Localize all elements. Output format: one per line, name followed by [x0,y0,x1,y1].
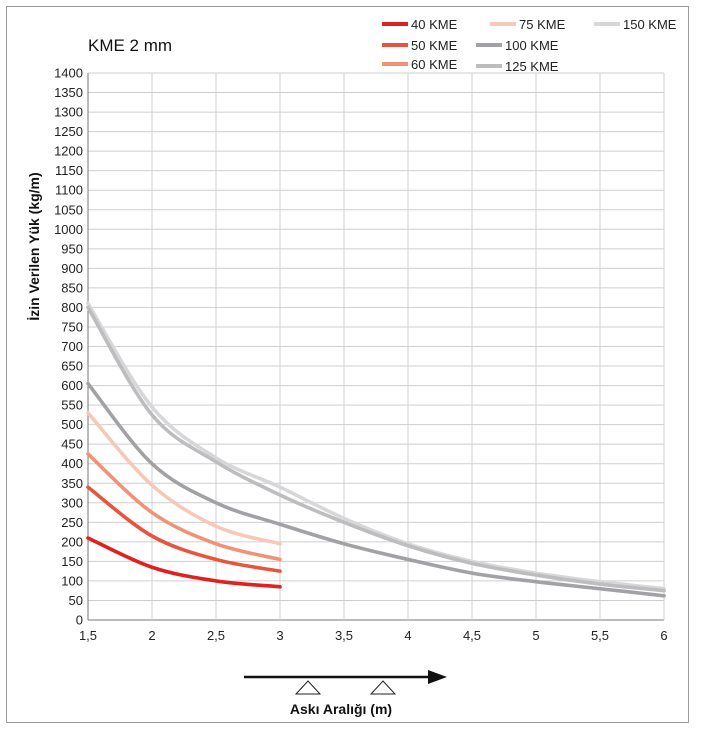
y-tick-label: 300 [61,495,83,510]
y-tick-label: 100 [61,573,83,588]
legend-label: 100 KME [505,38,559,53]
legend-label: 75 KME [519,17,566,32]
x-tick-label: 1,5 [79,628,97,643]
arrow-head-icon [428,670,447,684]
y-tick-label: 0 [76,613,83,628]
y-tick-label: 200 [61,534,83,549]
grid [87,72,665,621]
y-tick-label: 150 [61,554,83,569]
x-tick-label: 3 [276,628,283,643]
y-tick-label: 1000 [54,222,83,237]
y-tick-label: 1400 [54,66,83,81]
y-tick-label: 700 [61,339,83,354]
y-tick-label: 900 [61,261,83,276]
y-tick-label: 1250 [54,124,83,139]
y-tick-label: 450 [61,437,83,452]
y-tick-label: 750 [61,319,83,334]
y-tick-label: 400 [61,456,83,471]
y-tick-label: 550 [61,398,83,413]
y-tick-label: 800 [61,300,83,315]
y-tick-label: 650 [61,359,83,374]
series-line-150-kme [86,301,666,591]
chart-title: KME 2 mm [88,36,172,55]
series-line-125-kme [86,305,666,593]
legend-label: 150 KME [623,17,677,32]
y-tick-label: 1100 [55,183,83,198]
series-line-100-kme [86,381,666,598]
series-line-75-kme [86,411,282,546]
y-axis-label: İzin Verilen Yük (kg/m) [26,172,42,320]
x-tick-label: 3,5 [335,628,353,643]
hanger-triangle-icon [294,680,322,695]
x-tick-label: 2 [148,628,155,643]
y-tick-label: 50 [69,593,83,608]
x-tick-label: 4,5 [463,628,481,643]
y-tick-label: 1300 [54,105,83,120]
y-tick-label: 600 [61,378,83,393]
y-tick-label: 850 [61,280,83,295]
y-tick-label: 350 [61,476,83,491]
x-axis-label: Askı Aralığı (m) [290,701,392,717]
legend-label: 60 KME [411,57,458,72]
legend: 40 KME 50 KME 60 KME 75 KME 100 KME 125 KME 15… [382,17,677,74]
x-tick-label: 5 [532,628,539,643]
series-line-60-kme [86,452,282,562]
tick-labels: 0 50 100 150 200 250 300 350 400 450 500 550 600 650 7… [54,66,668,644]
y-tick-label: 1050 [54,202,83,217]
y-tick-label: 1150 [55,163,83,178]
x-axis-arrow [244,670,447,695]
x-tick-label: 5,5 [591,628,609,643]
chart-frame [6,6,689,723]
legend-label: 50 KME [411,38,458,53]
y-tick-label: 950 [61,241,83,256]
legend-label: 40 KME [411,17,458,32]
legend-label: 125 KME [505,59,559,74]
y-tick-label: 500 [61,417,83,432]
x-tick-label: 2,5 [207,628,225,643]
y-tick-label: 1350 [54,85,83,100]
x-tick-label: 6 [660,628,667,643]
series-lines [86,301,666,598]
hanger-triangle-icon [369,680,397,695]
series-line-50-kme [86,485,282,573]
y-tick-label: 1200 [54,144,83,159]
x-tick-label: 4 [404,628,411,643]
series-line-40-kme [86,536,282,589]
y-tick-label: 250 [61,515,83,530]
